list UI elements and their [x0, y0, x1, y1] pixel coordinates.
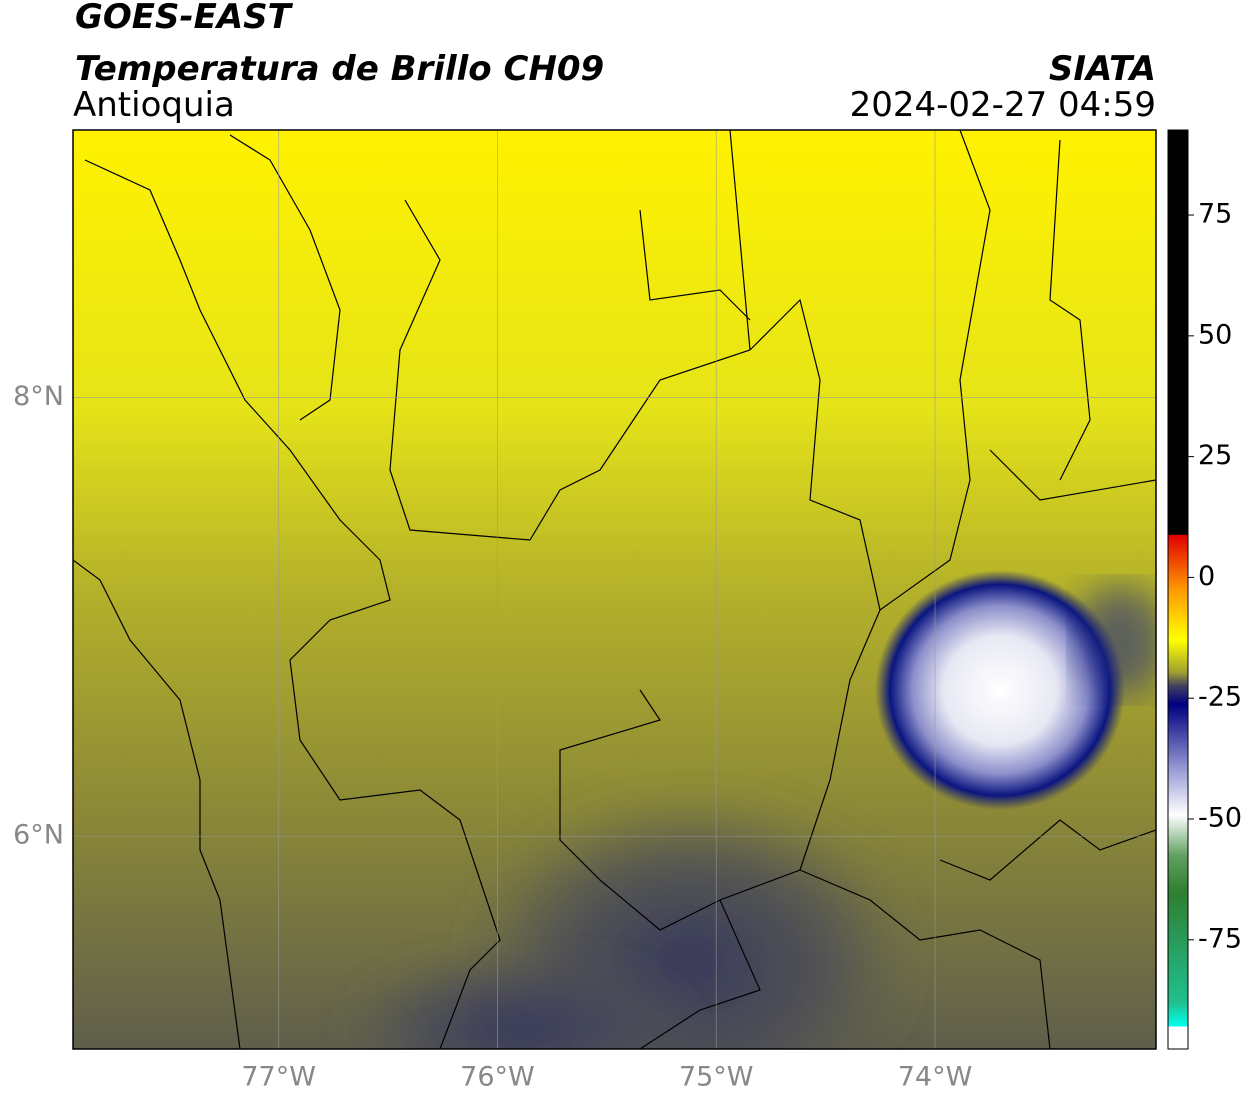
colorbar-tick-label: 25	[1198, 440, 1232, 471]
colorbar	[1167, 129, 1189, 1050]
x-tick-label: 77°W	[241, 1062, 316, 1093]
colorbar-tick-label: 75	[1198, 199, 1232, 230]
colorbar-tick-label: -75	[1198, 923, 1242, 954]
x-tick-label: 74°W	[898, 1062, 973, 1093]
x-tick-label: 76°W	[460, 1062, 535, 1093]
colorbar-tick-label: 0	[1198, 561, 1215, 592]
y-tick-label: 8°N	[13, 381, 64, 412]
title: GOES-EAST	[75, 0, 294, 37]
subtitle: Temperatura de Brillo CH09	[75, 49, 604, 89]
colorbar-tick-label: 50	[1198, 319, 1232, 350]
colorbar-tick-label: -25	[1198, 682, 1242, 713]
y-tick-label: 6°N	[13, 820, 64, 851]
map-frame	[72, 129, 1157, 1050]
region: Antioquia	[73, 85, 235, 125]
timestamp: 2024-02-27 04:59	[850, 85, 1156, 125]
map-field	[73, 130, 1156, 1049]
colorbar-tick-label: -50	[1198, 803, 1242, 834]
grid	[73, 130, 1156, 1049]
x-tick-label: 75°W	[679, 1062, 754, 1093]
source: SIATA	[1049, 49, 1156, 89]
